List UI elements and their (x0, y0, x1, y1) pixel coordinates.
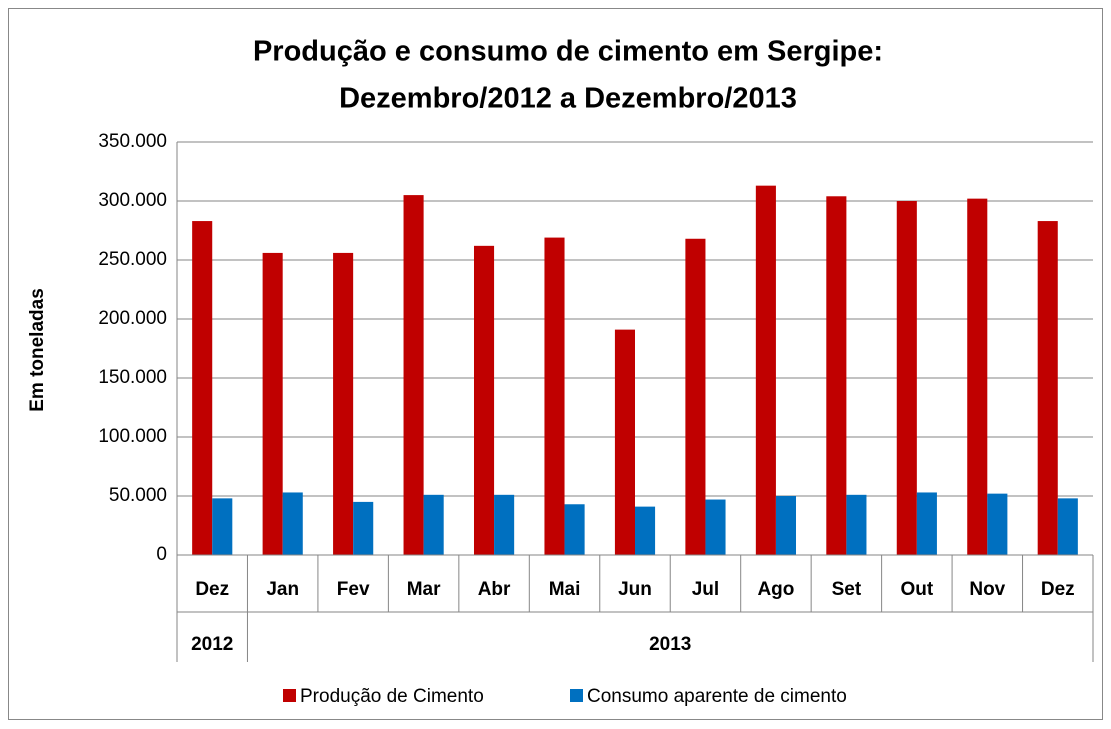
y-tick-label: 100.000 (98, 426, 167, 447)
x-tick-label: Abr (478, 579, 511, 600)
x-tick-label: Nov (969, 579, 1005, 600)
bar (494, 494, 515, 555)
x-tick-label: Jun (618, 579, 652, 600)
bar (755, 185, 776, 555)
bar (212, 498, 233, 555)
group-label: 2012 (191, 634, 233, 655)
bar (1057, 498, 1078, 555)
group-label: 2013 (649, 634, 691, 655)
bar (282, 492, 303, 555)
bar (423, 494, 444, 555)
y-tick-label: 150.000 (98, 367, 167, 388)
y-tick-label: 300.000 (98, 190, 167, 211)
x-tick-label: Set (832, 579, 862, 600)
x-tick-label: Jan (266, 579, 299, 600)
bar (826, 196, 847, 555)
y-tick-label: 50.000 (109, 485, 167, 506)
bar (705, 499, 726, 555)
bar (353, 501, 374, 555)
x-tick-label: Dez (1041, 579, 1075, 600)
x-tick-label: Mar (407, 579, 441, 600)
legend-swatch (283, 689, 296, 702)
legend-label: Consumo aparente de cimento (587, 686, 847, 707)
y-axis-title: Em toneladas (27, 288, 48, 412)
bar (775, 496, 797, 555)
bar (333, 252, 354, 556)
bar (685, 238, 706, 555)
legend-label: Produção de Cimento (300, 686, 484, 707)
bar (916, 492, 937, 555)
x-tick-label: Ago (757, 579, 794, 600)
bar (635, 506, 656, 555)
legend-swatch (570, 689, 583, 702)
bar (614, 329, 635, 555)
y-tick-label: 200.000 (98, 308, 167, 329)
bar (564, 504, 585, 555)
x-tick-label: Dez (195, 579, 229, 600)
x-tick-label: Jul (692, 579, 719, 600)
y-tick-label: 0 (156, 544, 167, 565)
x-tick-label: Mai (549, 579, 581, 600)
bar (987, 493, 1008, 555)
x-tick-label: Out (900, 579, 933, 600)
bar (896, 201, 917, 555)
bar (473, 245, 495, 555)
bar (846, 494, 867, 555)
bar (1037, 221, 1058, 555)
x-tick-label: Fev (337, 579, 370, 600)
chart-subtitle: Dezembro/2012 a Dezembro/2013 (339, 83, 797, 115)
bar (262, 252, 283, 556)
bar (967, 198, 988, 555)
bar (192, 221, 213, 555)
bar (403, 195, 424, 555)
y-tick-label: 350.000 (98, 131, 167, 152)
chart-title: Produção e consumo de cimento em Sergipe… (253, 36, 883, 68)
y-tick-label: 250.000 (98, 249, 167, 270)
bar (544, 237, 565, 555)
